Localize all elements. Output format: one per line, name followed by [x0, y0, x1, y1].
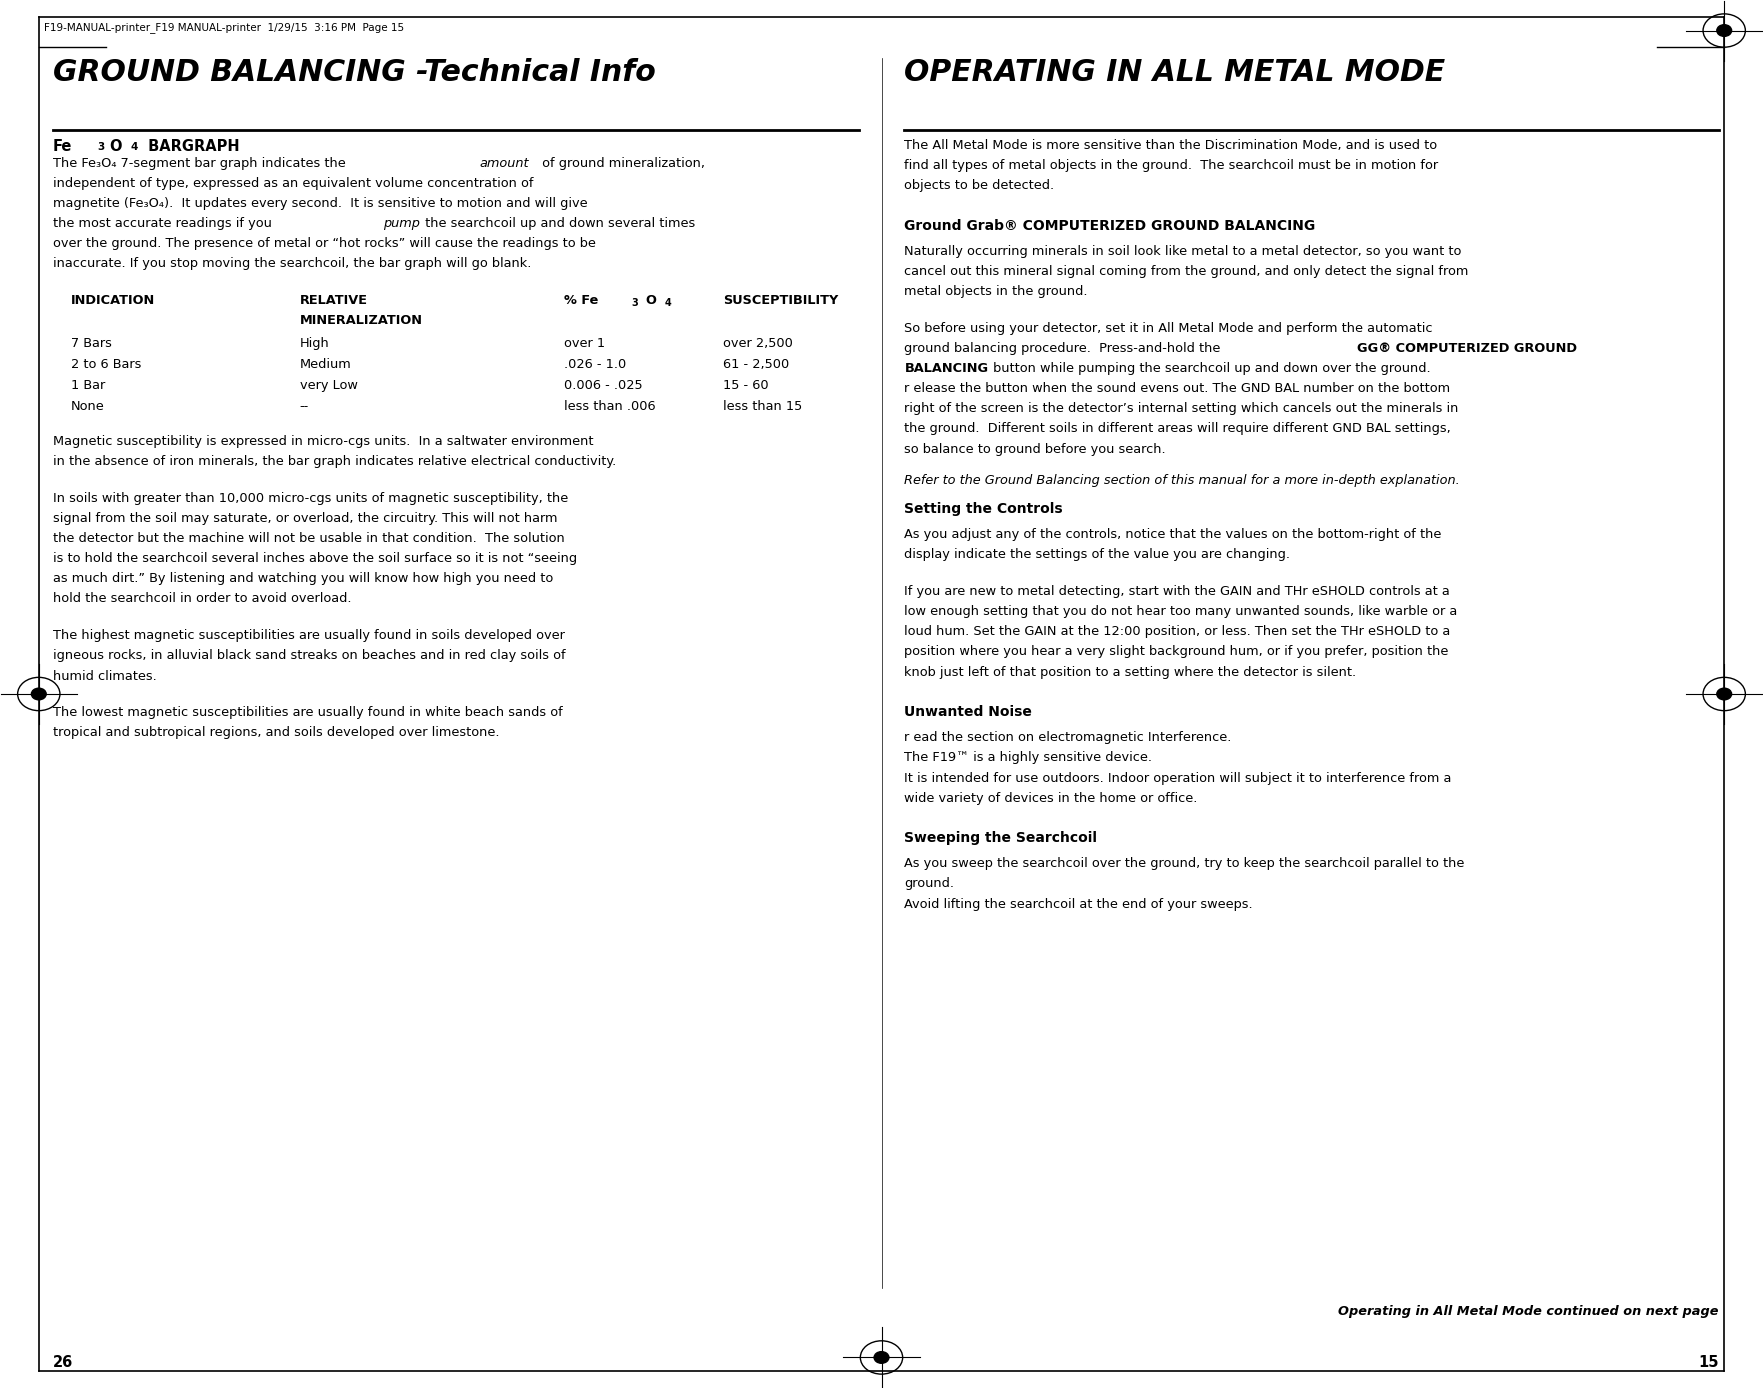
- Text: as much dirt.” By listening and watching you will know how high you need to: as much dirt.” By listening and watching…: [53, 572, 554, 586]
- Text: SUSCEPTIBILITY: SUSCEPTIBILITY: [723, 294, 837, 307]
- Text: % Fe: % Fe: [564, 294, 598, 307]
- Text: find all types of metal objects in the ground.  The searchcoil must be in motion: find all types of metal objects in the g…: [904, 160, 1439, 172]
- Text: The Fe₃O₄ 7-segment bar graph indicates the: The Fe₃O₄ 7-segment bar graph indicates …: [53, 157, 349, 169]
- Text: --: --: [300, 400, 309, 412]
- Text: pump: pump: [383, 218, 420, 230]
- Text: very Low: very Low: [300, 379, 358, 391]
- Text: Refer to the Ground Balancing section of this manual for a more in-depth explana: Refer to the Ground Balancing section of…: [904, 473, 1460, 487]
- Text: less than 15: less than 15: [723, 400, 802, 412]
- Text: signal from the soil may saturate, or overload, the circuitry. This will not har: signal from the soil may saturate, or ov…: [53, 512, 557, 525]
- Text: cancel out this mineral signal coming from the ground, and only detect the signa: cancel out this mineral signal coming fr…: [904, 265, 1469, 278]
- Text: 15 - 60: 15 - 60: [723, 379, 769, 391]
- Text: position where you hear a very slight background hum, or if you prefer, position: position where you hear a very slight ba…: [904, 645, 1449, 658]
- Text: over 1: over 1: [564, 336, 605, 350]
- Text: right of the screen is the detector’s internal setting which cancels out the min: right of the screen is the detector’s in…: [904, 403, 1458, 415]
- Text: 3: 3: [97, 142, 104, 151]
- Text: Avoid lifting the searchcoil at the end of your sweeps.: Avoid lifting the searchcoil at the end …: [904, 898, 1253, 911]
- Text: GG® COMPUTERIZED GROUND: GG® COMPUTERIZED GROUND: [1358, 341, 1578, 355]
- Text: wide variety of devices in the home or office.: wide variety of devices in the home or o…: [904, 791, 1197, 805]
- Text: BALANCING: BALANCING: [904, 362, 989, 375]
- Text: BARGRAPH: BARGRAPH: [143, 139, 240, 154]
- Circle shape: [874, 1352, 889, 1363]
- Text: low enough setting that you do not hear too many unwanted sounds, like warble or: low enough setting that you do not hear …: [904, 605, 1458, 618]
- Text: The F19™ is a highly sensitive device.: The F19™ is a highly sensitive device.: [904, 751, 1153, 765]
- Text: F19-MANUAL-printer_F19 MANUAL-printer  1/29/15  3:16 PM  Page 15: F19-MANUAL-printer_F19 MANUAL-printer 1/…: [44, 22, 404, 33]
- Circle shape: [1717, 688, 1731, 700]
- Text: Operating in All Metal Mode continued on next page: Operating in All Metal Mode continued on…: [1338, 1305, 1719, 1317]
- Text: Sweeping the Searchcoil: Sweeping the Searchcoil: [904, 831, 1097, 845]
- Text: the most accurate readings if you: the most accurate readings if you: [53, 218, 275, 230]
- Text: Setting the Controls: Setting the Controls: [904, 502, 1063, 516]
- Text: Medium: Medium: [300, 358, 351, 371]
- Text: magnetite (Fe₃O₄).  It updates every second.  It is sensitive to motion and will: magnetite (Fe₃O₄). It updates every seco…: [53, 197, 587, 210]
- Text: 15: 15: [1698, 1355, 1719, 1370]
- Text: MINERALIZATION: MINERALIZATION: [300, 314, 423, 328]
- Text: humid climates.: humid climates.: [53, 669, 157, 683]
- Text: over the ground. The presence of metal or “hot rocks” will cause the readings to: over the ground. The presence of metal o…: [53, 237, 596, 250]
- Text: is to hold the searchcoil several inches above the soil surface so it is not “se: is to hold the searchcoil several inches…: [53, 552, 577, 565]
- Text: the detector but the machine will not be usable in that condition.  The solution: the detector but the machine will not be…: [53, 532, 564, 545]
- Text: the ground.  Different soils in different areas will require different GND BAL s: the ground. Different soils in different…: [904, 422, 1451, 436]
- Text: O: O: [645, 294, 656, 307]
- Text: RELATIVE: RELATIVE: [300, 294, 368, 307]
- Text: objects to be detected.: objects to be detected.: [904, 179, 1054, 192]
- Text: tropical and subtropical regions, and soils developed over limestone.: tropical and subtropical regions, and so…: [53, 726, 499, 740]
- Text: 4: 4: [665, 298, 672, 308]
- Text: ground balancing procedure.  Press-and-hold the: ground balancing procedure. Press-and-ho…: [904, 341, 1225, 355]
- Text: In soils with greater than 10,000 micro-cgs units of magnetic susceptibility, th: In soils with greater than 10,000 micro-…: [53, 491, 568, 505]
- Text: 61 - 2,500: 61 - 2,500: [723, 358, 790, 371]
- Text: The lowest magnetic susceptibilities are usually found in white beach sands of: The lowest magnetic susceptibilities are…: [53, 706, 562, 719]
- Text: inaccurate. If you stop moving the searchcoil, the bar graph will go blank.: inaccurate. If you stop moving the searc…: [53, 258, 531, 271]
- Text: It is intended for use outdoors. Indoor operation will subject it to interferenc: It is intended for use outdoors. Indoor …: [904, 772, 1451, 784]
- Text: in the absence of iron minerals, the bar graph indicates relative electrical con: in the absence of iron minerals, the bar…: [53, 455, 615, 468]
- Text: 4: 4: [130, 142, 138, 151]
- Text: Fe: Fe: [53, 139, 72, 154]
- Text: button while pumping the searchcoil up and down over the ground.: button while pumping the searchcoil up a…: [989, 362, 1432, 375]
- Text: amount: amount: [480, 157, 529, 169]
- Text: As you adjust any of the controls, notice that the values on the bottom-right of: As you adjust any of the controls, notic…: [904, 529, 1442, 541]
- Text: So before using your detector, set it in All Metal Mode and perform the automati: So before using your detector, set it in…: [904, 322, 1433, 335]
- Text: independent of type, expressed as an equivalent volume concentration of: independent of type, expressed as an equ…: [53, 178, 534, 190]
- Text: The All Metal Mode is more sensitive than the Discrimination Mode, and is used t: The All Metal Mode is more sensitive tha…: [904, 139, 1437, 151]
- Text: Ground Grab® COMPUTERIZED GROUND BALANCING: Ground Grab® COMPUTERIZED GROUND BALANCI…: [904, 218, 1315, 233]
- Text: None: None: [71, 400, 104, 412]
- Text: 26: 26: [53, 1355, 72, 1370]
- Text: Naturally occurring minerals in soil look like metal to a metal detector, so you: Naturally occurring minerals in soil loo…: [904, 244, 1462, 258]
- Circle shape: [1717, 25, 1731, 36]
- Text: of ground mineralization,: of ground mineralization,: [538, 157, 705, 169]
- Text: O: O: [109, 139, 122, 154]
- Text: igneous rocks, in alluvial black sand streaks on beaches and in red clay soils o: igneous rocks, in alluvial black sand st…: [53, 650, 566, 662]
- Text: r elease the button when the sound evens out. The GND BAL number on the bottom: r elease the button when the sound evens…: [904, 382, 1451, 396]
- Text: INDICATION: INDICATION: [71, 294, 155, 307]
- Text: 3: 3: [631, 298, 638, 308]
- Text: metal objects in the ground.: metal objects in the ground.: [904, 285, 1088, 298]
- Text: 7 Bars: 7 Bars: [71, 336, 111, 350]
- Text: The highest magnetic susceptibilities are usually found in soils developed over: The highest magnetic susceptibilities ar…: [53, 629, 564, 643]
- Text: GROUND BALANCING -Technical Info: GROUND BALANCING -Technical Info: [53, 58, 656, 87]
- Text: 2 to 6 Bars: 2 to 6 Bars: [71, 358, 141, 371]
- Text: OPERATING IN ALL METAL MODE: OPERATING IN ALL METAL MODE: [904, 58, 1446, 87]
- Text: As you sweep the searchcoil over the ground, try to keep the searchcoil parallel: As you sweep the searchcoil over the gro…: [904, 858, 1465, 870]
- Circle shape: [32, 688, 46, 700]
- Text: .026 - 1.0: .026 - 1.0: [564, 358, 626, 371]
- Text: the searchcoil up and down several times: the searchcoil up and down several times: [421, 218, 696, 230]
- Text: so balance to ground before you search.: so balance to ground before you search.: [904, 443, 1165, 455]
- Text: 1 Bar: 1 Bar: [71, 379, 104, 391]
- Text: over 2,500: over 2,500: [723, 336, 793, 350]
- Text: hold the searchcoil in order to avoid overload.: hold the searchcoil in order to avoid ov…: [53, 593, 351, 605]
- Text: 0.006 - .025: 0.006 - .025: [564, 379, 643, 391]
- Text: knob just left of that position to a setting where the detector is silent.: knob just left of that position to a set…: [904, 666, 1356, 679]
- Text: ground.: ground.: [904, 877, 954, 891]
- Text: less than .006: less than .006: [564, 400, 656, 412]
- Text: loud hum. Set the GAIN at the 12:00 position, or less. Then set the THr eSHOLD t: loud hum. Set the GAIN at the 12:00 posi…: [904, 626, 1451, 638]
- Text: High: High: [300, 336, 330, 350]
- Text: If you are new to metal detecting, start with the GAIN and THr eSHOLD controls a: If you are new to metal detecting, start…: [904, 586, 1451, 598]
- Text: r ead the section on electromagnetic Interference.: r ead the section on electromagnetic Int…: [904, 731, 1232, 744]
- Text: display indicate the settings of the value you are changing.: display indicate the settings of the val…: [904, 548, 1291, 561]
- Text: Unwanted Noise: Unwanted Noise: [904, 705, 1033, 719]
- Text: Magnetic susceptibility is expressed in micro-cgs units.  In a saltwater environ: Magnetic susceptibility is expressed in …: [53, 434, 594, 448]
